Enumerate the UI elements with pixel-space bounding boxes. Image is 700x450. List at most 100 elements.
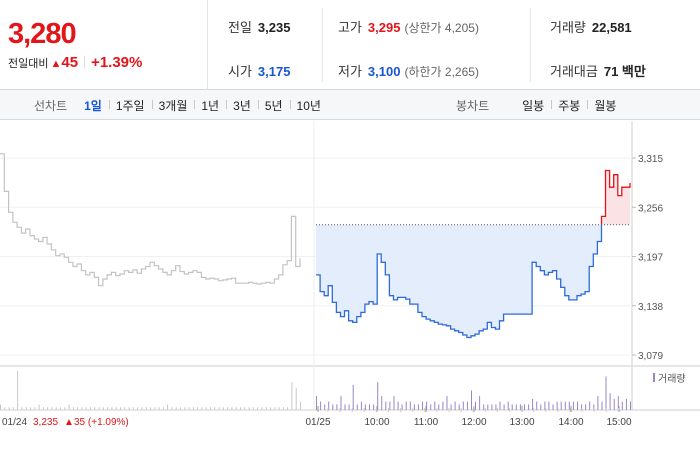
prev-close-stat: 전일 3,235 [228, 17, 290, 36]
volume-bar [609, 393, 611, 410]
volume-bar [495, 404, 497, 410]
volume-bar [589, 401, 591, 410]
amount-label: 거래대금 [550, 64, 598, 79]
volume-bar [214, 407, 216, 410]
volume-bar [601, 401, 603, 410]
volume-bar [548, 401, 550, 410]
volume-bar [405, 401, 407, 410]
high-value: 3,295 [367, 20, 401, 35]
volume-bar [572, 401, 574, 410]
volume-bar [422, 401, 423, 410]
intraday-price-chart: 3,315 3,256 3,197 3,138 3,079 거래량 01/25 10:00… [0, 121, 700, 428]
tab-3-months[interactable]: 3개월 [151, 97, 195, 114]
prev-date-label: 01/24 [2, 417, 27, 428]
volume-bar [475, 401, 476, 410]
tab-weekly-candle[interactable]: 주봉 [551, 97, 587, 114]
y-tick-label: 3,197 [638, 253, 663, 264]
volume-bar [197, 407, 199, 410]
volume-bar [479, 396, 481, 410]
volume-bar [72, 407, 74, 410]
y-tick-label: 3,315 [638, 154, 663, 165]
volume-bar [150, 407, 151, 410]
change-row: 전일대비 ▲45 +1.39% [8, 54, 142, 71]
volume-bar [356, 404, 358, 410]
volume-bar [240, 407, 241, 410]
volume-bar [577, 401, 578, 410]
tab-daily-candle[interactable]: 일봉 [522, 98, 545, 113]
volume-bars: 거래량 [0, 371, 686, 410]
volume-bar [348, 404, 350, 410]
volume-bar [291, 382, 293, 410]
y-tick-label: 3,256 [638, 203, 663, 214]
volume-bar [248, 407, 250, 410]
tab-5-years[interactable]: 5년 [257, 97, 290, 114]
volume-bar [401, 404, 403, 410]
chart-tab-bar: 선차트 1일 1주일 3개월 1년 3년 5년 10년 봉차트 일봉 주봉 월봉 [0, 90, 700, 120]
candle-chart-tabs: 봉차트 일봉 주봉 월봉 [456, 90, 623, 120]
volume-bar [145, 407, 147, 410]
volume-legend-swatch [653, 373, 655, 382]
x-tick-label: 14:00 [558, 417, 583, 428]
volume-bar [466, 401, 468, 410]
tab-1-week[interactable]: 1주일 [108, 97, 152, 114]
volume-bar [8, 407, 10, 410]
volume-bar [85, 407, 87, 410]
volume-bar [180, 407, 181, 410]
volume-bar [377, 382, 379, 410]
volume-bar [515, 404, 517, 410]
open-value: 3,175 [257, 64, 291, 79]
volume-bar [98, 407, 100, 410]
price-summary: 3,280 전일대비 ▲45 +1.39% 전일 3,235 시가 3,175 고가 3,… [0, 0, 700, 90]
volume-bar [369, 404, 370, 410]
volume-bar [458, 404, 460, 410]
volume-bar [137, 407, 139, 410]
volume-bar [336, 404, 338, 410]
volume-bar [47, 407, 49, 410]
today-area [316, 170, 630, 338]
candle-chart-label: 봉차트 [456, 98, 490, 113]
today-line-down [316, 224, 603, 339]
prev-day-line [0, 153, 301, 287]
volume-bar [552, 404, 554, 410]
volume-bar [300, 401, 301, 410]
volume-bar [235, 407, 237, 410]
volume-bar [332, 404, 334, 410]
volume-bar [450, 404, 452, 410]
high-label: 고가 [338, 20, 362, 35]
volume-bar [90, 407, 91, 410]
volume-bar [167, 404, 169, 410]
volume-legend-label: 거래량 [658, 373, 686, 385]
volume-bar [252, 407, 254, 410]
tab-1-year[interactable]: 1년 [194, 97, 226, 114]
volume-bar [115, 407, 117, 410]
line-chart-tabs: 선차트 1일 1주일 3개월 1년 3년 5년 10년 [34, 90, 328, 120]
volume-bar [511, 404, 513, 410]
volume-bar [389, 401, 391, 410]
volume-bar [630, 401, 631, 410]
tab-monthly-candle[interactable]: 월봉 [587, 97, 623, 114]
volume-bar [244, 407, 246, 410]
volume-bar [282, 407, 284, 410]
volume-bar [287, 407, 289, 410]
volume-bar [17, 371, 19, 410]
volume-bar [278, 407, 280, 410]
volume-bar [564, 401, 566, 410]
volume-bar [77, 407, 79, 410]
volume-bar [568, 401, 570, 410]
volume-bar [462, 401, 464, 410]
volume-bar [524, 404, 525, 410]
low-value: 3,100 [367, 64, 401, 79]
tab-10-years[interactable]: 10년 [289, 97, 328, 114]
volume-bar [94, 407, 96, 410]
x-tick-label: 01/25 [305, 417, 330, 428]
volume-bar [274, 407, 276, 410]
change-value: 45 [61, 54, 79, 71]
tab-1-day[interactable]: 1일 [84, 98, 102, 113]
tab-3-years[interactable]: 3년 [226, 97, 258, 114]
volume-bar [295, 387, 297, 410]
volume-bar [218, 407, 220, 410]
upper-limit: (상한가 4,205) [404, 21, 479, 35]
volume-bar [25, 407, 27, 410]
volume-bar [201, 407, 203, 410]
volume-bar [617, 396, 619, 410]
